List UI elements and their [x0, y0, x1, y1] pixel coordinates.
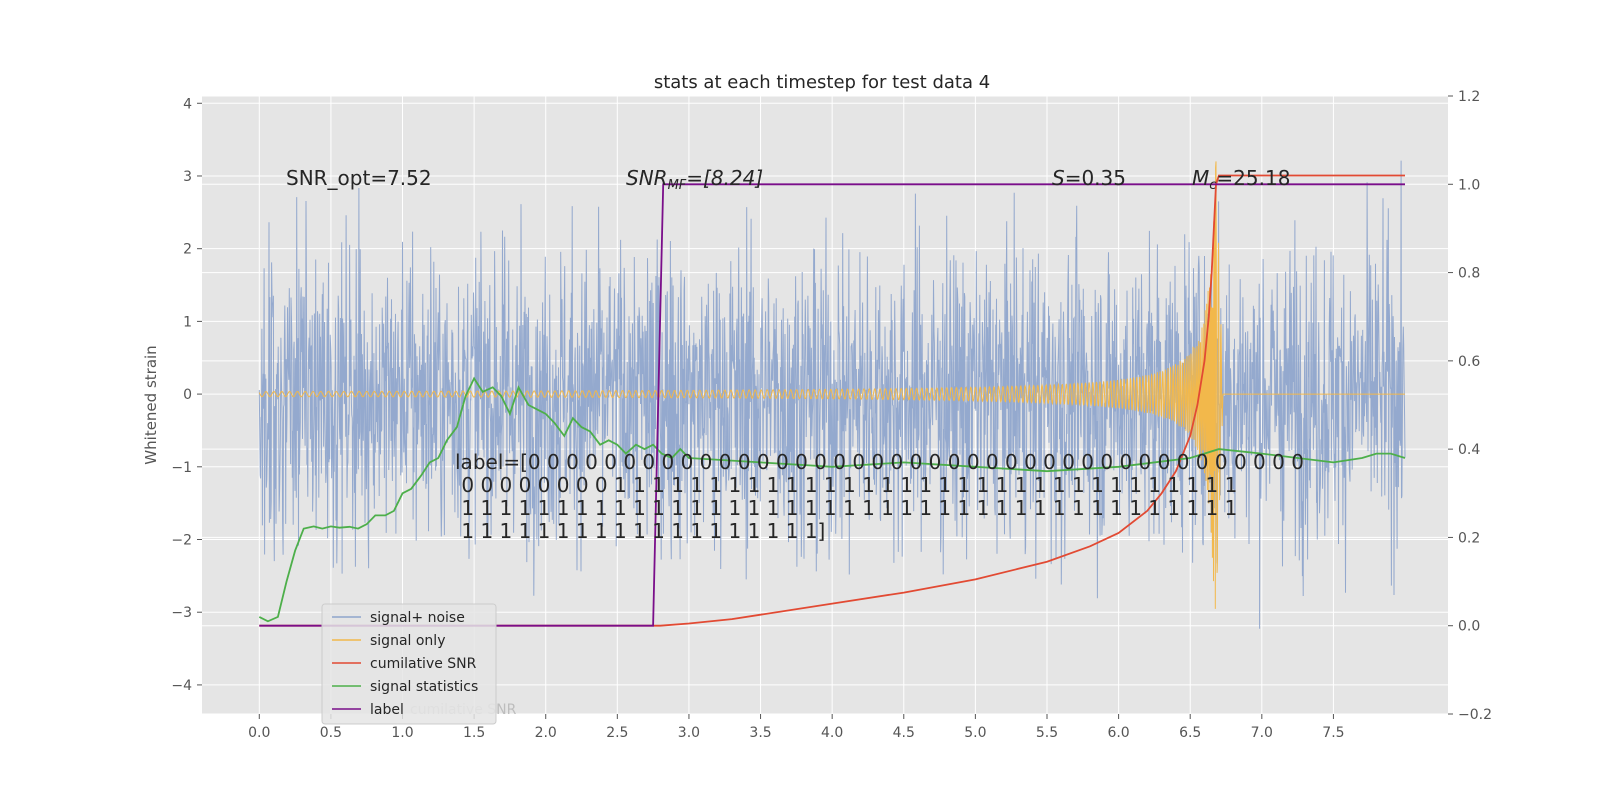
y2-tick-label: 0.0	[1458, 619, 1480, 635]
y-axis-label: Whitened strain	[142, 345, 160, 464]
x-tick-label: 3.0	[678, 725, 700, 741]
x-tick-label: 7.5	[1322, 725, 1344, 741]
legend-entry-cumulative-snr: cumilative SNR	[370, 656, 477, 672]
annotation-snr-opt: SNR_opt=7.52	[286, 166, 432, 190]
label-line: 1 1 1 1 1 1 1 1 1 1 1 1 1 1 1 1 1 1 1]	[455, 519, 825, 543]
y-tick-label: 2	[183, 242, 192, 258]
annotation-label-array: label=[0 0 0 0 0 0 0 0 0 0 0 0 0 0 0 0 0…	[455, 450, 1304, 543]
legend-entry-label: label	[370, 702, 404, 718]
x-tick-label: 5.0	[964, 725, 986, 741]
y-tick-label: −4	[171, 678, 192, 694]
label-line: label=[0 0 0 0 0 0 0 0 0 0 0 0 0 0 0 0 0…	[455, 450, 1304, 474]
legend-entry-signal-statistics: signal statistics	[370, 679, 478, 695]
y2-tick-label: 0.6	[1458, 354, 1480, 370]
signal-only-line	[258, 161, 1405, 609]
y2-tick-label: −0.2	[1458, 707, 1492, 723]
x-tick-label: 5.5	[1036, 725, 1058, 741]
x-tick-label: 3.5	[749, 725, 771, 741]
y-tick-label: 0	[183, 387, 192, 403]
x-tick-label: 2.5	[606, 725, 628, 741]
axis-ticks: 0.0 0.5 1.0 1.5 2.0 2.5 3.0 3.5 4.0 4.5 5.0 5.5 6.0 6…	[171, 89, 1492, 741]
s-symbol: S	[1052, 166, 1065, 190]
chart-title: stats at each timestep for test data 4	[654, 72, 990, 93]
series-signal-only	[258, 161, 1405, 609]
s-value: =0.35	[1065, 166, 1126, 190]
x-tick-label: 0.5	[320, 725, 342, 741]
mc-subscript: c	[1209, 178, 1216, 193]
y-tick-label: −2	[171, 533, 192, 549]
mc-symbol: M	[1192, 166, 1209, 190]
legend-entry-signal-only: signal only	[370, 633, 445, 649]
x-tick-label: 4.5	[893, 725, 915, 741]
y2-tick-label: 0.2	[1458, 530, 1480, 546]
x-tick-label: 1.5	[463, 725, 485, 741]
legend: cumilative SNR signal+ noise signal only…	[321, 603, 517, 725]
label-line: 0 0 0 0 0 0 0 0 1 1 1 1 1 1 1 1 1 1 1 1 …	[455, 473, 1237, 497]
snr-mf-value: =[8.24]	[686, 166, 763, 190]
y-tick-label: 3	[183, 169, 192, 185]
x-tick-label: 0.0	[248, 725, 270, 741]
y2-tick-label: 0.4	[1458, 442, 1480, 458]
snr-mf-symbol: SNR	[626, 166, 668, 190]
y-tick-label: 1	[183, 314, 192, 330]
y-tick-label: 4	[183, 96, 192, 112]
y-tick-label: −1	[171, 460, 192, 476]
x-tick-label: 7.0	[1251, 725, 1273, 741]
cumulative-snr-line	[259, 174, 1405, 627]
legend-entry-signal-noise: signal+ noise	[370, 610, 465, 626]
x-tick-label: 1.0	[391, 725, 413, 741]
annotation-snr-mf: SNRMF=[8.24]	[626, 166, 763, 193]
annotation-s: S=0.35	[1052, 166, 1126, 190]
snr-mf-subscript: MF	[668, 178, 687, 193]
signal-statistics-line	[258, 376, 1406, 623]
y2-tick-label: 0.8	[1458, 266, 1480, 282]
annotation-mc: Mc=25.18	[1192, 166, 1290, 193]
legend-box	[321, 603, 497, 725]
y2-tick-label: 1.0	[1458, 177, 1480, 193]
x-tick-label: 6.5	[1179, 725, 1201, 741]
y-tick-label: −3	[171, 605, 192, 621]
label-line: 1 1 1 1 1 1 1 1 1 1 1 1 1 1 1 1 1 1 1 1 …	[455, 496, 1237, 520]
x-tick-label: 2.0	[535, 725, 557, 741]
x-tick-label: 4.0	[821, 725, 843, 741]
mc-value: =25.18	[1216, 166, 1290, 190]
y2-tick-label: 1.2	[1458, 89, 1480, 105]
x-tick-label: 6.0	[1107, 725, 1129, 741]
